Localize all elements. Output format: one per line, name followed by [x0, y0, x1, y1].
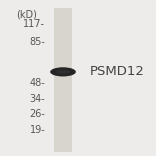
Text: 26-: 26-	[29, 109, 45, 119]
Ellipse shape	[56, 70, 70, 74]
Text: 117-: 117-	[23, 19, 45, 29]
Text: (kD): (kD)	[16, 9, 37, 19]
Ellipse shape	[50, 67, 76, 76]
Text: 85-: 85-	[29, 37, 45, 47]
FancyBboxPatch shape	[54, 7, 72, 151]
Text: 19-: 19-	[30, 125, 45, 135]
Text: 48-: 48-	[30, 78, 45, 88]
Text: PSMD12: PSMD12	[89, 65, 144, 78]
Text: 34-: 34-	[30, 94, 45, 104]
